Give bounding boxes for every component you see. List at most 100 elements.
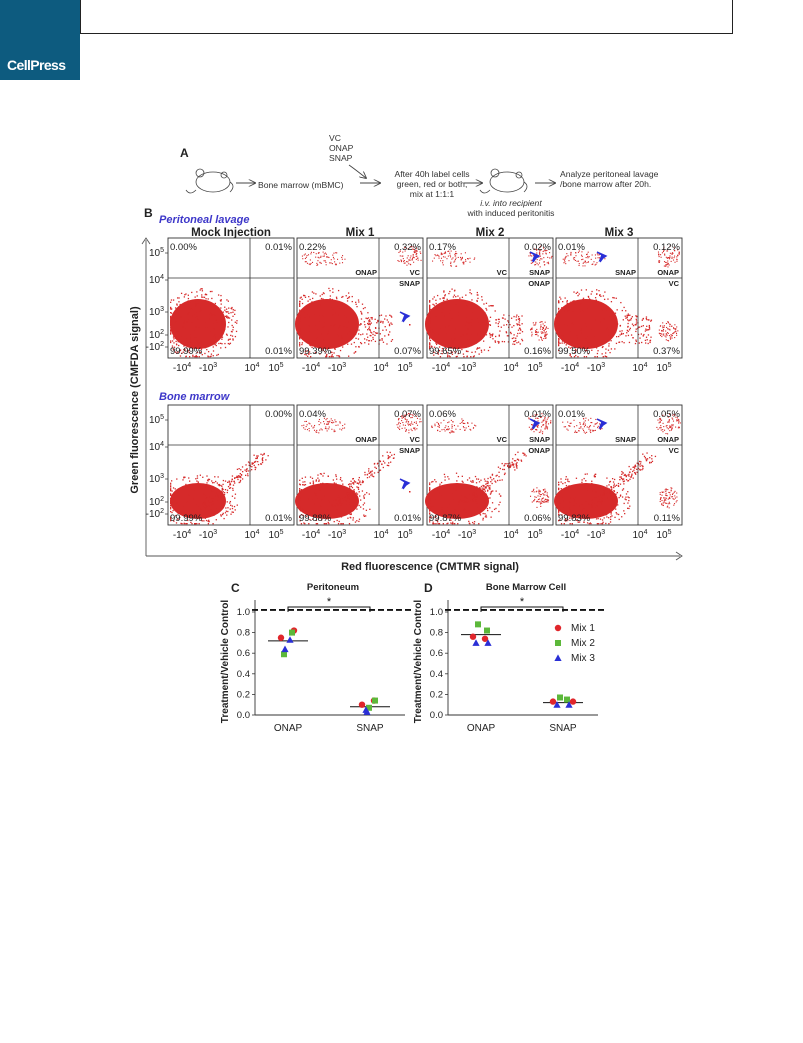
cell-dot xyxy=(440,422,442,424)
cell-dot xyxy=(187,351,189,353)
cell-dot xyxy=(521,331,524,333)
cell-dot xyxy=(256,457,258,460)
cell-dot xyxy=(548,263,550,265)
y-tick-label: 1.0 xyxy=(430,607,443,618)
cell-dot xyxy=(369,508,371,510)
cell-dot xyxy=(215,309,217,312)
cell-dot xyxy=(444,344,447,346)
cell-dot xyxy=(454,351,456,353)
cell-dot xyxy=(404,427,406,429)
cell-dot xyxy=(577,251,580,253)
x-tick-label: 104 xyxy=(373,362,388,374)
cell-dot xyxy=(198,343,200,346)
cell-dot xyxy=(444,251,446,253)
cell-dot xyxy=(318,252,320,254)
cell-dot xyxy=(616,323,619,325)
cell-dot xyxy=(606,327,608,329)
cell-dot xyxy=(665,492,667,494)
cell-dot xyxy=(215,492,217,494)
cell-dot xyxy=(406,264,408,266)
cell-dot xyxy=(451,485,454,488)
cell-dot xyxy=(336,252,338,254)
cell-dot xyxy=(447,250,449,253)
cell-dot xyxy=(210,324,213,326)
cell-dot xyxy=(304,350,307,353)
cell-dot xyxy=(456,513,459,515)
cell-dot xyxy=(435,481,437,483)
cell-dot xyxy=(397,419,400,421)
cell-dot xyxy=(312,483,314,485)
cell-dot xyxy=(320,428,322,430)
cell-dot xyxy=(177,491,179,493)
cell-dot xyxy=(579,325,582,327)
cell-dot xyxy=(299,520,301,522)
cell-dot xyxy=(416,255,418,257)
cell-dot xyxy=(638,464,640,466)
cell-dot xyxy=(203,319,206,322)
cell-dot xyxy=(370,474,372,476)
cell-dot xyxy=(186,513,188,515)
y-tick-label: 0.6 xyxy=(430,648,443,659)
cell-dot xyxy=(671,256,673,258)
cell-dot xyxy=(185,338,187,341)
cell-dot xyxy=(358,345,360,348)
cell-dot xyxy=(325,343,327,346)
x-tick-label: 105 xyxy=(397,529,412,541)
cell-dot xyxy=(416,250,418,252)
cell-dot xyxy=(204,352,206,355)
cell-dot xyxy=(570,252,572,254)
cell-dot xyxy=(503,468,506,471)
cell-dot xyxy=(452,306,455,308)
cell-dot xyxy=(545,422,547,424)
cell-dot xyxy=(480,507,483,509)
cell-dot xyxy=(581,504,583,506)
cell-dot xyxy=(241,466,244,468)
cell-dot xyxy=(665,330,667,332)
cell-dot xyxy=(578,250,580,252)
cell-dot xyxy=(660,325,662,327)
cell-dot xyxy=(606,477,608,479)
cell-dot xyxy=(541,331,543,333)
cell-dot xyxy=(541,433,544,435)
cell-dot xyxy=(316,338,319,341)
cell-dot xyxy=(231,319,233,321)
cell-dot xyxy=(542,327,544,329)
cell-dot xyxy=(466,338,468,340)
cell-dot xyxy=(665,490,667,492)
cell-dot xyxy=(368,468,370,470)
cell-dot xyxy=(249,465,252,467)
cell-dot xyxy=(438,488,440,491)
cell-dot xyxy=(307,321,310,323)
cell-dot xyxy=(429,503,431,505)
cell-dot xyxy=(382,460,385,462)
cell-dot xyxy=(600,295,602,298)
cell-dot xyxy=(558,321,560,323)
cell-dot xyxy=(601,310,603,313)
cell-dot xyxy=(609,499,612,501)
cell-dot xyxy=(310,262,312,265)
cell-dot xyxy=(523,452,525,455)
cell-dot xyxy=(217,497,220,500)
cell-dot xyxy=(195,318,198,321)
cell-dot xyxy=(444,427,446,429)
cell-dot xyxy=(660,425,662,427)
cell-dot xyxy=(302,336,304,338)
cell-dot xyxy=(536,490,538,492)
cell-dot xyxy=(505,331,507,333)
cell-dot xyxy=(382,466,384,469)
cell-dot xyxy=(613,485,615,487)
cell-dot xyxy=(353,489,355,491)
cell-dot xyxy=(267,455,269,457)
cell-dot xyxy=(467,258,469,260)
cell-dot xyxy=(454,345,456,348)
cell-dot xyxy=(595,518,598,520)
cell-dot xyxy=(586,253,588,256)
cell-dot xyxy=(671,253,673,255)
cell-dot xyxy=(318,420,320,423)
cell-dot xyxy=(536,417,538,419)
cell-dot xyxy=(341,513,343,515)
cell-dot xyxy=(217,294,220,296)
cell-dot xyxy=(641,341,643,344)
cell-dot xyxy=(615,512,617,514)
cell-dot xyxy=(304,420,306,423)
